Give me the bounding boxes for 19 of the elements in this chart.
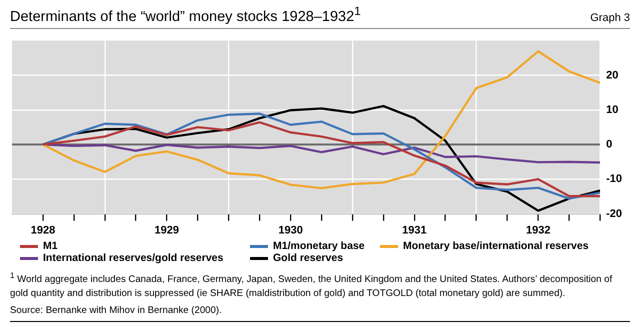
- y-tick-label: 0: [606, 138, 612, 151]
- legend-label: M1: [43, 240, 58, 252]
- text: $^{1}$ World aggregate includes Canada, France, Germany, Japan, Sweden, the United Kingdom and the United States. Authors’ decomposition of gold quantity and distribution is suppressed (ie SHARE (maldistribution of gold) and TOTGOLD (total monetary gold) are summed).: [10, 270, 614, 302]
- y-tick-label: -10: [606, 173, 622, 186]
- caption: Graph 3: [590, 12, 630, 24]
- x-tick-label: 1928: [30, 224, 56, 236]
- x-tick-label: 1932: [526, 224, 550, 236]
- legend-label: Monetary base/international reserves: [403, 240, 589, 252]
- chart-title: Determinants of the “world” money stocks 1928–1932$^{1}$: [10, 4, 361, 25]
- legend-label: International reserves/gold reserves: [43, 252, 224, 264]
- x-tick-label: 1930: [278, 224, 303, 236]
- y-tick-label: 10: [606, 104, 618, 116]
- y-tick-label: 20: [606, 69, 618, 82]
- x-tick-label: 1931: [402, 224, 427, 236]
- legend-label: Gold reserves: [273, 252, 344, 264]
- y-tick-label: -20: [606, 208, 622, 220]
- x-tick-label: 1929: [154, 224, 180, 236]
- source-note: Source: Bernanke with Mihov in Bernanke (2000).: [10, 305, 630, 322]
- legend-label: M1/monetary base: [273, 240, 365, 252]
